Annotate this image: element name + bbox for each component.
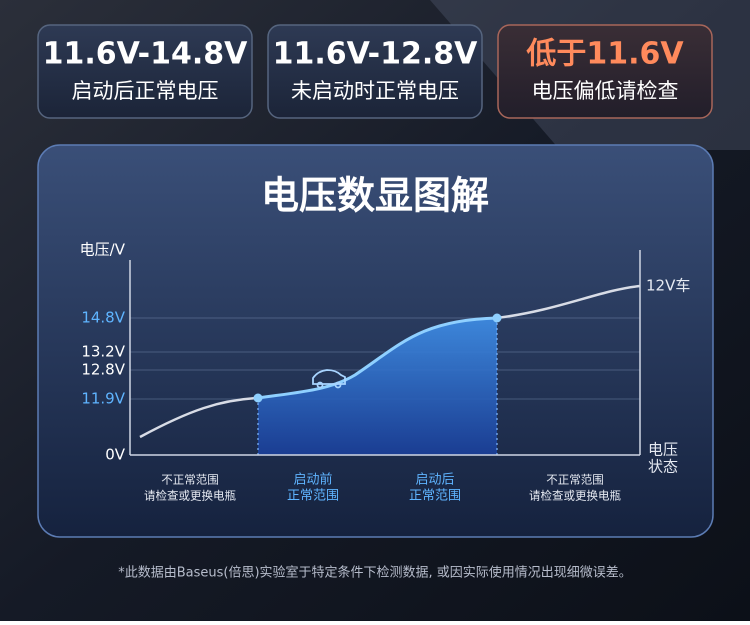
region-label: 正常范围 bbox=[409, 489, 461, 504]
card-label: 电压偏低请检查 bbox=[532, 79, 679, 103]
y-label: 12.8V bbox=[81, 361, 125, 379]
y-label: 0V bbox=[105, 446, 126, 464]
point bbox=[253, 393, 263, 403]
region-label: 请检查或更换电瓶 bbox=[529, 489, 621, 503]
chart-panel bbox=[37, 144, 714, 538]
region-label: 正常范围 bbox=[287, 489, 339, 504]
y-axis-label: 电压/V bbox=[80, 241, 126, 259]
card bbox=[497, 24, 713, 119]
chart-title: 电压数显图解 bbox=[261, 174, 489, 218]
x-axis-label: 状态 bbox=[648, 458, 678, 476]
curve bbox=[496, 284, 641, 320]
y-label: 14.8V bbox=[81, 309, 125, 327]
car-icon bbox=[312, 369, 346, 389]
card-value: 11.6V-14.8V bbox=[43, 37, 249, 72]
region-label: 不正常范围 bbox=[546, 473, 604, 487]
card-label: 启动后正常电压 bbox=[72, 79, 219, 103]
footnote: *此数据由Baseus(倍思)实验室于特定条件下检测数据, 或因实际使用情况出现… bbox=[118, 565, 632, 581]
curve-highlight bbox=[257, 316, 498, 400]
card-value: 低于11.6V bbox=[525, 37, 684, 72]
y-label: 11.9V bbox=[81, 390, 125, 408]
region-label: 启动前 bbox=[293, 472, 332, 488]
card-value: 11.6V-12.8V bbox=[273, 37, 479, 72]
region-label: 启动后 bbox=[415, 473, 454, 488]
card bbox=[37, 24, 253, 119]
y-label: 13.2V bbox=[81, 343, 125, 361]
right-label: 12V车 bbox=[646, 277, 690, 295]
axes bbox=[129, 250, 641, 456]
card bbox=[267, 24, 483, 119]
point bbox=[492, 313, 502, 323]
curve bbox=[139, 396, 259, 439]
region-label: 请检查或更换电瓶 bbox=[144, 489, 236, 503]
x-axis-label: 电压 bbox=[648, 441, 678, 459]
card-label: 未启动时正常电压 bbox=[291, 79, 459, 103]
region-label: 不正常范围 bbox=[161, 473, 219, 487]
highlight-area bbox=[258, 318, 497, 455]
